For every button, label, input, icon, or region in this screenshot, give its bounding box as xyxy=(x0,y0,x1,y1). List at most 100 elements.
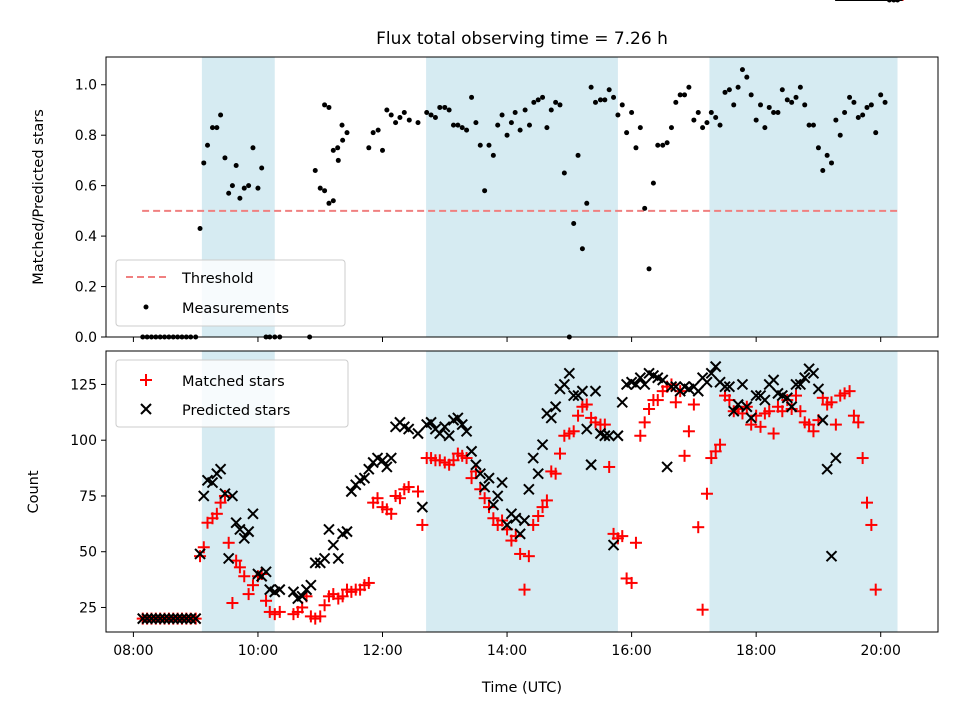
measurement-point xyxy=(326,200,332,206)
measurement-point xyxy=(606,87,612,93)
matched-star-point xyxy=(687,398,700,411)
matched-star-point xyxy=(549,467,562,480)
ratio-plot-frame xyxy=(105,56,939,338)
measurement-point xyxy=(450,122,456,128)
measurement-point xyxy=(686,84,692,90)
measurement-point xyxy=(406,117,412,123)
matched-star-point xyxy=(273,605,286,618)
predicted-star-point xyxy=(514,528,526,540)
measurement-point xyxy=(673,99,679,105)
measurement-point xyxy=(255,185,261,191)
predicted-star-point xyxy=(510,512,522,524)
predicted-star-point xyxy=(145,612,158,625)
predicted-star-point xyxy=(189,612,202,625)
predicted-star-point xyxy=(474,467,486,480)
measurement-point xyxy=(370,130,376,136)
measurement-point xyxy=(802,102,808,108)
measurement-point xyxy=(218,112,224,118)
predicted-star-point xyxy=(483,472,495,484)
measurement-point xyxy=(775,109,781,115)
predicted-star-point xyxy=(238,532,250,545)
measurement-point xyxy=(753,117,759,123)
measurement-point xyxy=(535,97,541,103)
legend-predicted-swatch xyxy=(140,403,152,415)
predicted-star-point xyxy=(363,463,375,475)
matched-star-point xyxy=(460,452,473,465)
x-tick-label: 14:00 xyxy=(487,643,527,659)
matched-star-point xyxy=(385,507,398,520)
measurement-point xyxy=(473,120,479,126)
measurement-point xyxy=(833,117,839,123)
predicted-star-point xyxy=(341,525,353,538)
matched-star-point xyxy=(625,576,638,589)
predicted-star-point xyxy=(358,472,371,484)
ratio-legend-box xyxy=(115,259,346,327)
predicted-star-point xyxy=(242,525,255,538)
measurement-point xyxy=(317,185,323,191)
matched-star-point xyxy=(709,445,722,458)
measurement-point xyxy=(375,127,381,133)
predicted-star-point xyxy=(434,427,446,440)
count-x-axis-ticks: 08:00 10:00 12:00 14:00 16:00 18:00 20:00 xyxy=(113,632,901,659)
measurement-point xyxy=(855,115,861,121)
matched-star-point xyxy=(754,420,767,433)
matched-star-point xyxy=(682,425,695,438)
predicted-star-point xyxy=(274,583,286,596)
matched-star-point xyxy=(412,485,424,498)
predicted-star-point xyxy=(527,452,539,464)
measurement-point xyxy=(624,130,630,136)
ratio-y-tick-label: 0.4 xyxy=(75,229,97,245)
measurement-point xyxy=(526,122,532,128)
predicted-star-point xyxy=(501,519,513,531)
matched-star-point xyxy=(210,507,223,520)
predicted-star-point xyxy=(226,490,239,502)
predicted-star-point xyxy=(327,539,340,551)
measurement-point xyxy=(873,130,879,136)
matched-star-point xyxy=(852,416,865,429)
matched-star-point xyxy=(705,452,718,465)
predicted-star-point xyxy=(732,398,744,411)
matched-star-point xyxy=(763,405,776,418)
measurement-point xyxy=(704,120,710,126)
predicted-star-point xyxy=(309,557,321,569)
predicted-star-point xyxy=(616,396,628,409)
measurement-point xyxy=(455,122,461,128)
matched-star-point xyxy=(692,521,705,534)
shaded-bands xyxy=(201,351,898,632)
legend-threshold-label: Threshold xyxy=(181,271,253,287)
predicted-star-point xyxy=(323,523,335,536)
matched-star-point xyxy=(629,536,642,549)
matched-star-point xyxy=(536,501,549,514)
measurement-point xyxy=(575,152,581,158)
predicted-star-point xyxy=(630,378,642,391)
predicted-star-point xyxy=(478,481,491,493)
measurement-point xyxy=(735,84,741,90)
measurement-point xyxy=(633,145,639,151)
measurement-point xyxy=(847,94,853,100)
measurement-point xyxy=(789,99,795,105)
matched-star-point xyxy=(371,492,384,505)
count-legend-box xyxy=(115,359,349,428)
predicted-star-point xyxy=(150,612,162,625)
predicted-star-point xyxy=(496,476,508,489)
ratio-legend: Threshold Measurements xyxy=(115,259,346,327)
matched-star-point xyxy=(869,583,882,596)
ratio-y-axis-ticks: 0.0 0.2 0.4 0.6 0.8 1.0 xyxy=(75,78,106,346)
measurement-point xyxy=(615,112,621,118)
count-y-axis-ticks: 25 50 75 100 125 xyxy=(70,377,106,616)
count-legend: Matched stars Predicted stars xyxy=(115,359,349,428)
measurement-point xyxy=(842,109,848,115)
predicted-star-point xyxy=(701,376,713,388)
measurement-point xyxy=(512,109,518,115)
predicted-star-point xyxy=(607,539,620,551)
measurement-point xyxy=(708,109,714,115)
x-tick-label: 08:00 xyxy=(113,643,153,659)
measurement-point xyxy=(201,160,207,166)
predicted-star-point xyxy=(709,360,722,373)
matched-star-point xyxy=(226,597,239,610)
measurement-point xyxy=(205,142,211,148)
predicted-star-point xyxy=(807,367,820,380)
measurement-point xyxy=(695,109,701,115)
predicted-star-point xyxy=(634,372,647,384)
measurement-point xyxy=(717,122,723,128)
